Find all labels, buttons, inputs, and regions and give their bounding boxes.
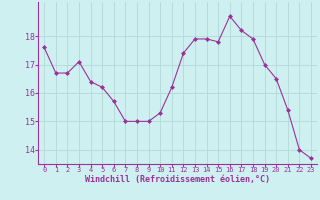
X-axis label: Windchill (Refroidissement éolien,°C): Windchill (Refroidissement éolien,°C) [85, 175, 270, 184]
